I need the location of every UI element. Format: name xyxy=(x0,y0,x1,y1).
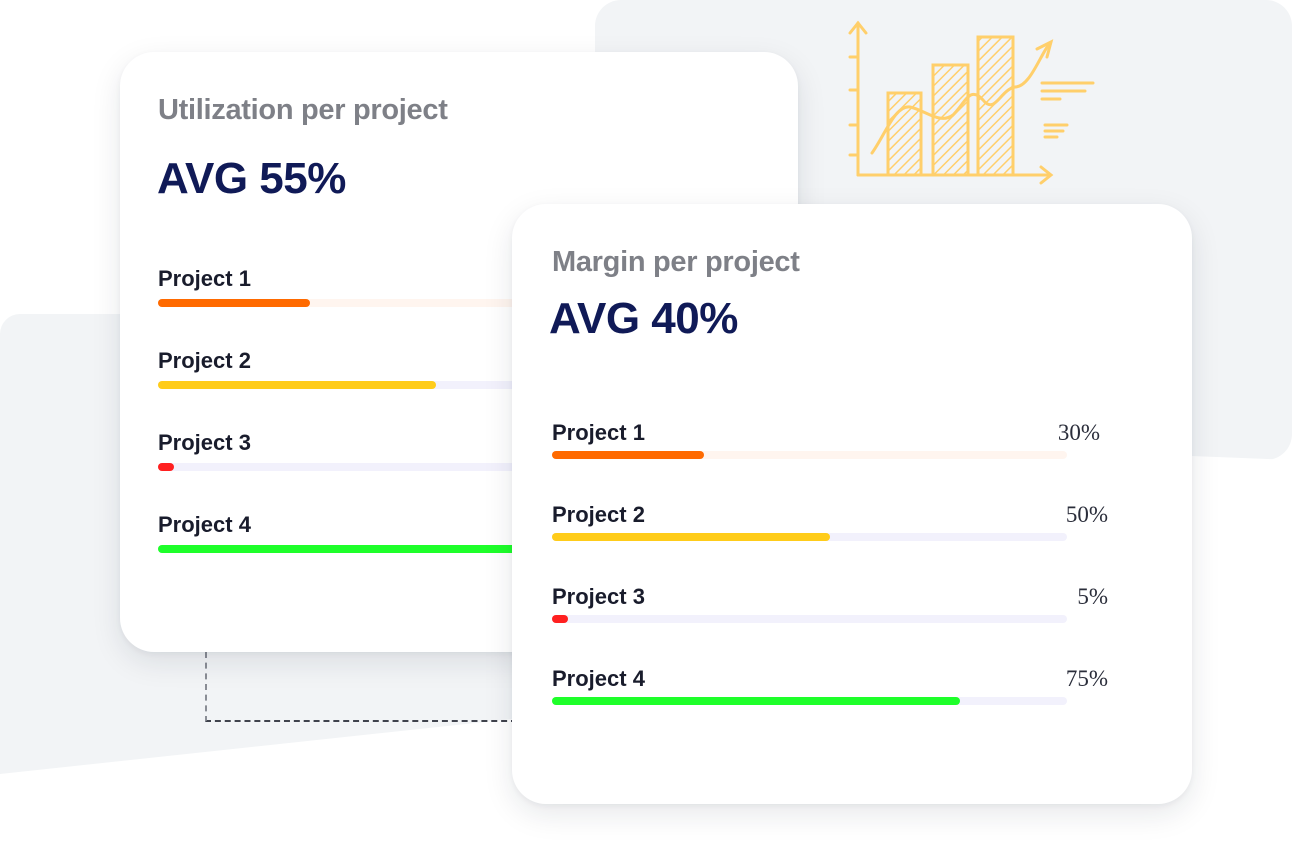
margin-project-3-value: 5% xyxy=(1077,584,1108,609)
margin-card-title: Margin per project xyxy=(552,246,800,278)
margin-avg: AVG 40% xyxy=(549,294,738,343)
utilization-project-4-label: Project 4 xyxy=(158,512,251,537)
utilization-project-2-bar xyxy=(158,381,673,389)
bar-chart-sketch-icon xyxy=(848,20,1095,185)
margin-project-2-bar xyxy=(552,533,1067,541)
utilization-project-3-bar xyxy=(158,463,673,471)
margin-project-3-fill xyxy=(552,615,568,623)
margin-project-4-label: Project 4 xyxy=(552,666,645,691)
utilization-card-title: Utilization per project xyxy=(158,94,448,126)
utilization-project-4-bar xyxy=(158,545,673,553)
margin-project-4-value: 75% xyxy=(1065,666,1108,691)
margin-project-1-value: 30% xyxy=(1057,420,1100,445)
margin-project-3-bar xyxy=(552,615,1067,623)
connector-dashed-line xyxy=(205,652,517,722)
margin-project-4-bar xyxy=(552,697,1067,705)
utilization-avg: AVG 55% xyxy=(157,154,346,203)
margin-card: Margin per project AVG 40% Project 1 30%… xyxy=(512,204,1192,804)
margin-project-4-fill xyxy=(552,697,960,705)
utilization-project-1-label: Project 1 xyxy=(158,266,251,291)
margin-project-3-label: Project 3 xyxy=(552,584,645,609)
utilization-project-1-bar xyxy=(158,299,673,307)
margin-project-2-value: 50% xyxy=(1065,502,1108,527)
margin-project-1-bar xyxy=(552,451,1067,459)
margin-project-2-fill xyxy=(552,533,830,541)
utilization-project-3-label: Project 3 xyxy=(158,430,251,455)
utilization-project-1-fill xyxy=(158,299,310,307)
utilization-project-2-label: Project 2 xyxy=(158,348,251,373)
utilization-project-3-fill xyxy=(158,463,174,471)
utilization-project-4-fill xyxy=(158,545,558,553)
margin-project-2-label: Project 2 xyxy=(552,502,645,527)
margin-project-1-fill xyxy=(552,451,704,459)
utilization-project-2-fill xyxy=(158,381,436,389)
margin-project-1-label: Project 1 xyxy=(552,420,645,445)
